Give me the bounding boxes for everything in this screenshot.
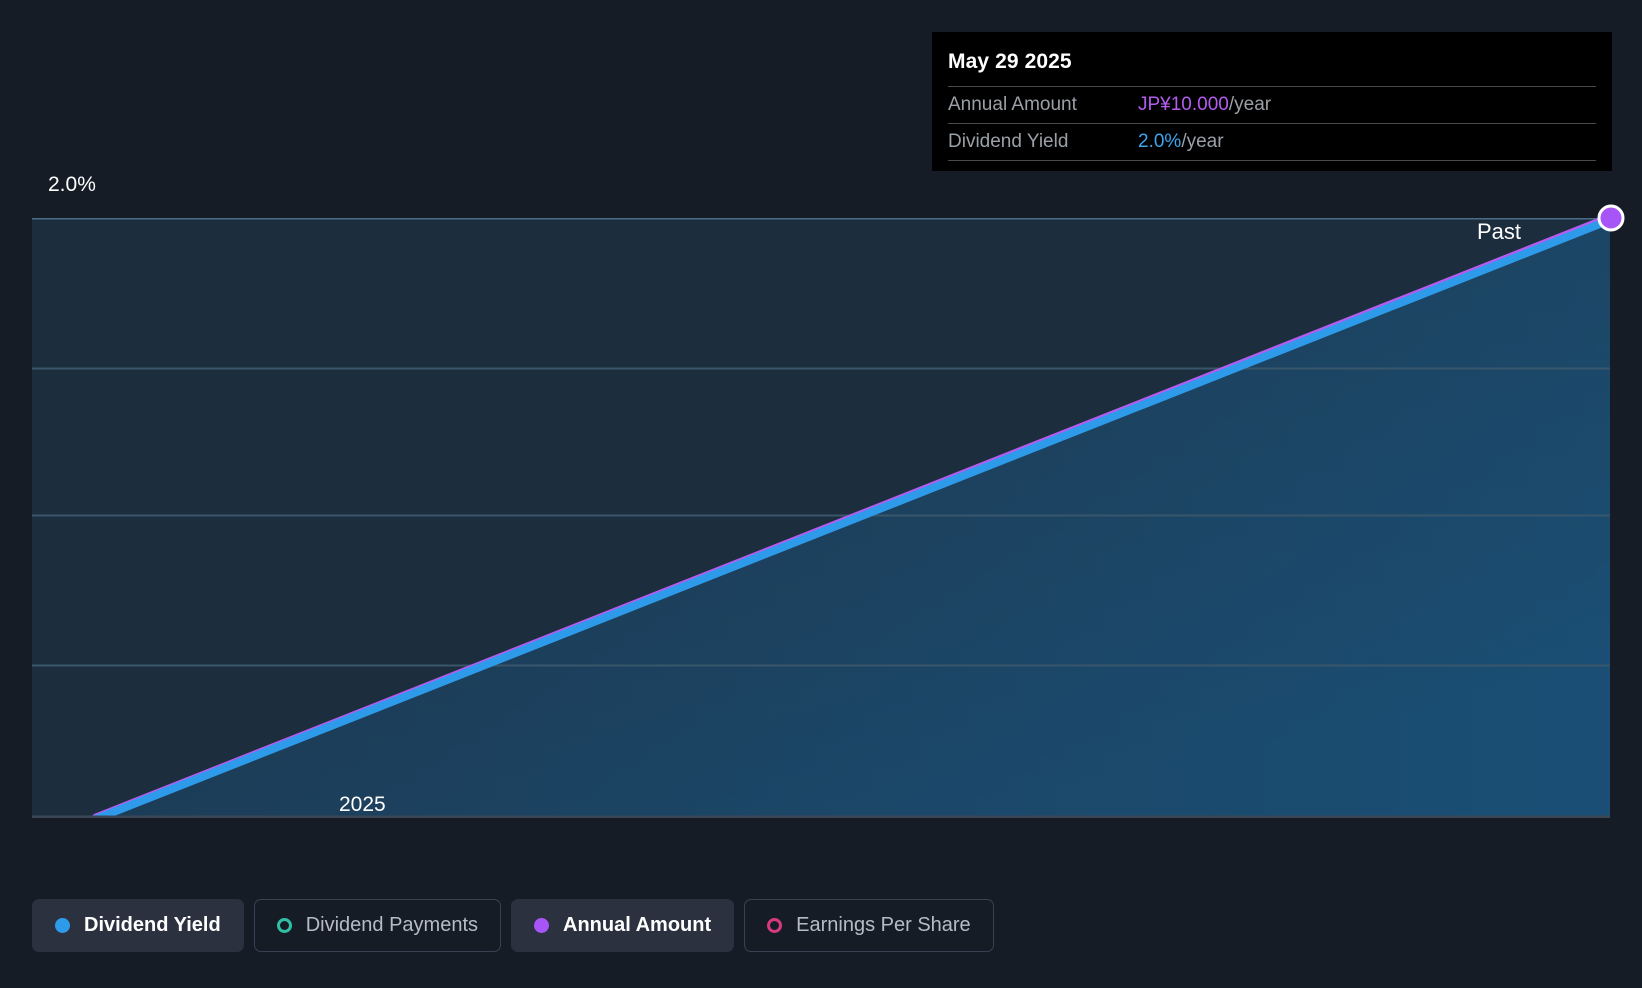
legend-item-annual-amount[interactable]: Annual Amount [511, 899, 735, 952]
legend-label-earnings-per-share: Earnings Per Share [796, 914, 971, 936]
y-axis-label-top: 2.0% [48, 173, 96, 196]
plot-svg [32, 218, 1610, 818]
earnings-per-share-circle-icon [767, 918, 783, 933]
annual-amount-dot-icon [534, 918, 550, 933]
tooltip-value-dividend-yield-suffix: /year [1181, 131, 1224, 152]
chart-legend: Dividend Yield Dividend Payments Annual … [32, 899, 994, 952]
endpoint-marker [1597, 204, 1625, 232]
past-annotation-label: Past [1477, 219, 1522, 244]
legend-label-annual-amount: Annual Amount [563, 914, 712, 936]
tooltip-value-annual-amount-number: JP¥10.000 [1138, 94, 1229, 115]
tooltip-date: May 29 2025 [948, 50, 1072, 73]
legend-item-earnings-per-share[interactable]: Earnings Per Share [744, 899, 994, 952]
tooltip-row-annual-amount: Annual Amount JP¥10.000/year [948, 86, 1596, 123]
plot-area [32, 218, 1610, 818]
chart-tooltip: May 29 2025 Annual Amount JP¥10.000/year… [932, 32, 1612, 171]
tooltip-value-annual-amount-suffix: /year [1228, 94, 1272, 115]
legend-item-dividend-payments[interactable]: Dividend Payments [253, 899, 502, 952]
tooltip-label-annual-amount: Annual Amount [948, 94, 1077, 115]
gridlines [32, 218, 1610, 667]
tooltip-label-dividend-yield: Dividend Yield [948, 131, 1069, 152]
x-axis-label-2025: 2025 [339, 793, 386, 816]
legend-label-dividend-payments: Dividend Payments [305, 914, 479, 936]
dividend-payments-circle-icon [276, 918, 292, 933]
tooltip-value-annual-amount: JP¥10.000/year [1138, 94, 1271, 116]
tooltip-rows: Annual Amount JP¥10.000/year Dividend Yi… [948, 86, 1596, 161]
tooltip-row-dividend-yield: Dividend Yield 2.0%/year [948, 123, 1596, 160]
tooltip-value-dividend-yield: 2.0%/year [1138, 131, 1224, 153]
legend-item-dividend-yield[interactable]: Dividend Yield [32, 899, 244, 952]
legend-label-dividend-yield: Dividend Yield [84, 914, 221, 936]
dividend-yield-dot-icon [55, 918, 70, 933]
dividend-yield-line [92, 218, 1610, 818]
tooltip-value-dividend-yield-number: 2.0% [1138, 131, 1182, 152]
